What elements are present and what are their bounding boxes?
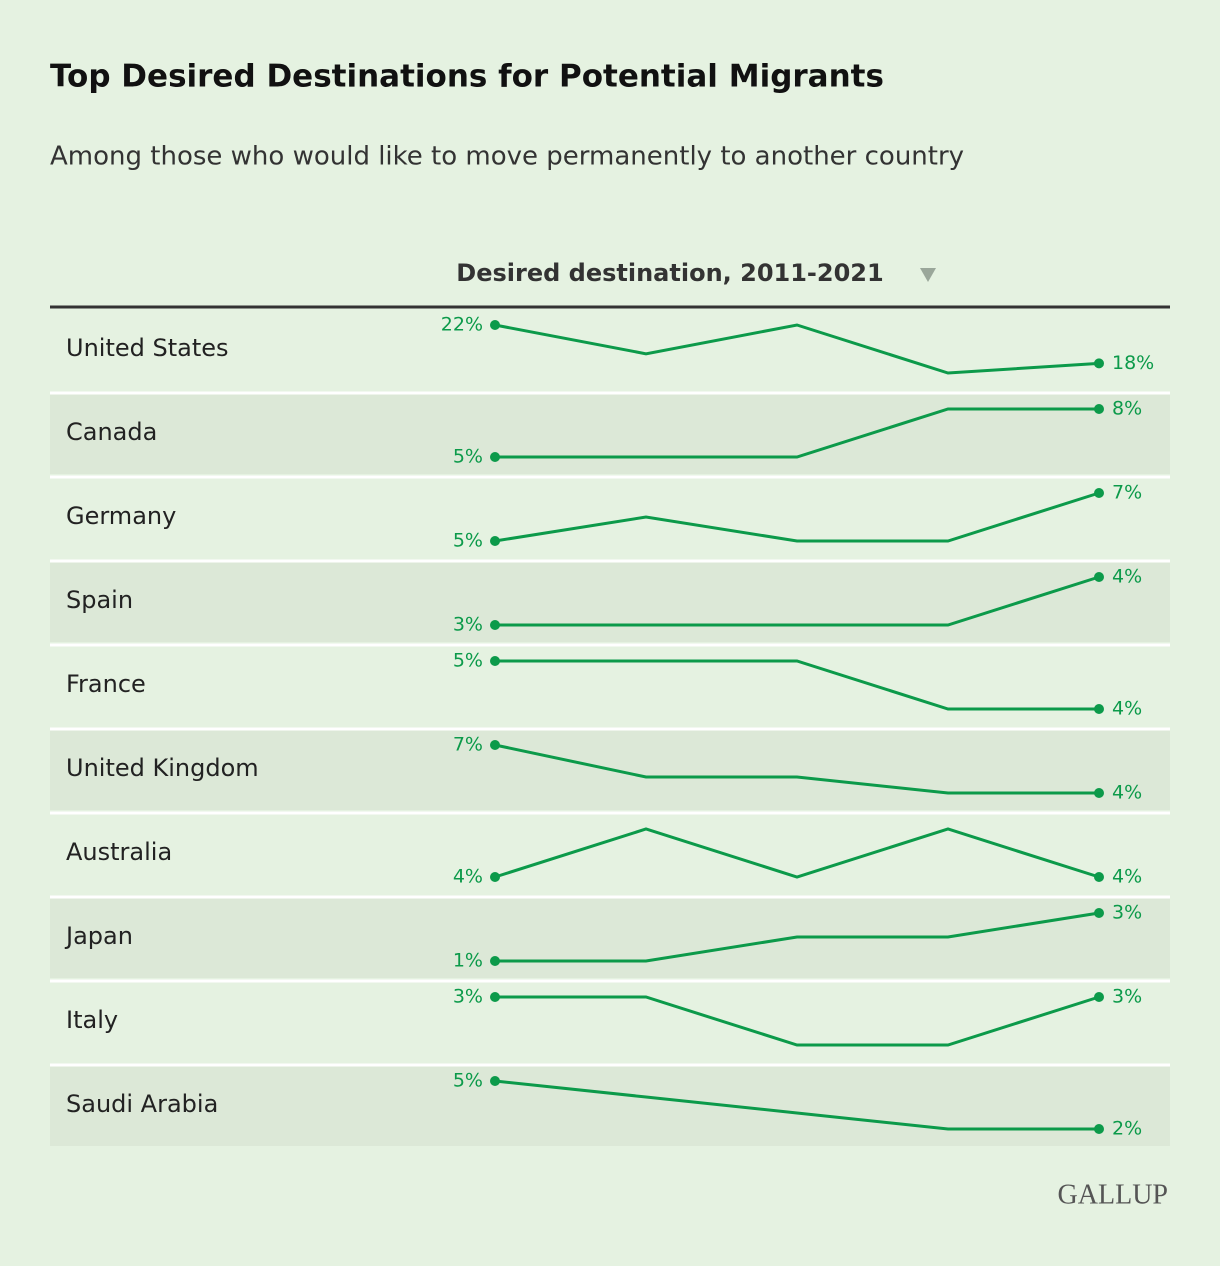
row-label: France xyxy=(66,670,146,698)
endpoint xyxy=(1094,788,1104,798)
row-label: Australia xyxy=(66,838,172,866)
endpoint xyxy=(490,956,500,966)
value-label: 4% xyxy=(1112,866,1142,888)
row-label: Italy xyxy=(66,1006,118,1034)
sparkline xyxy=(495,575,1100,627)
endpoint xyxy=(490,872,500,882)
row-label: Japan xyxy=(64,922,133,950)
endpoint xyxy=(1094,572,1104,582)
value-label: 3% xyxy=(1112,902,1142,924)
value-label: 4% xyxy=(1112,782,1142,804)
endpoint xyxy=(1094,704,1104,714)
row-label: Saudi Arabia xyxy=(66,1090,218,1118)
value-label: 2% xyxy=(1112,1118,1142,1140)
rows: United States 22% 18% Canada 5% 8% Germany 5% 7%… xyxy=(50,310,1170,1146)
endpoint xyxy=(490,740,500,750)
endpoint xyxy=(490,656,500,666)
sort-icon xyxy=(920,268,936,282)
endpoint xyxy=(1094,358,1104,369)
row-background xyxy=(50,982,1170,1062)
row-background xyxy=(50,898,1170,978)
source-logo: GALLUP xyxy=(1058,1179,1168,1210)
sparkline xyxy=(495,995,1100,1047)
sparkline xyxy=(494,743,1099,795)
value-label: 5% xyxy=(453,650,483,672)
endpoint xyxy=(1094,908,1104,918)
endpoint xyxy=(490,620,500,630)
sparkline xyxy=(495,407,1099,459)
column-header: Desired destination, 2011-2021 xyxy=(456,259,883,287)
value-label: 5% xyxy=(453,1070,483,1092)
sparkline xyxy=(494,1079,1099,1131)
value-label: 1% xyxy=(453,950,483,972)
value-label: 3% xyxy=(453,986,483,1008)
sparkline xyxy=(495,659,1099,711)
row-label: United Kingdom xyxy=(66,754,259,782)
value-label: 18% xyxy=(1112,352,1154,374)
endpoint xyxy=(1094,404,1104,414)
value-label: 7% xyxy=(1112,482,1142,504)
endpoint xyxy=(1094,488,1104,498)
row-background xyxy=(50,310,1170,390)
row-background xyxy=(50,562,1170,642)
endpoint xyxy=(490,452,500,462)
value-label: 22% xyxy=(441,314,483,336)
endpoint xyxy=(490,992,500,1002)
row-background xyxy=(50,814,1170,894)
chart-subtitle: Among those who would like to move perma… xyxy=(50,142,964,172)
sparkline xyxy=(494,827,1100,879)
row-background xyxy=(50,478,1170,558)
sparkline xyxy=(495,911,1100,963)
value-label: 8% xyxy=(1112,398,1142,420)
endpoint xyxy=(490,320,500,330)
endpoint xyxy=(490,536,500,546)
row-background xyxy=(50,646,1170,726)
row-background xyxy=(50,1066,1170,1146)
value-label: 4% xyxy=(1112,566,1142,588)
sparkline xyxy=(494,323,1100,375)
value-label: 3% xyxy=(1112,986,1142,1008)
row-label: Spain xyxy=(66,586,133,614)
value-label: 7% xyxy=(453,734,483,756)
endpoint xyxy=(1094,1124,1104,1134)
row-label: Canada xyxy=(66,418,157,446)
value-label: 3% xyxy=(453,614,483,636)
chart-title: Top Desired Destinations for Potential M… xyxy=(50,59,884,95)
row-label: Germany xyxy=(66,502,176,530)
value-label: 5% xyxy=(453,530,483,552)
endpoint xyxy=(490,1076,500,1086)
value-label: 4% xyxy=(1112,698,1142,720)
endpoint xyxy=(1094,872,1104,882)
endpoint xyxy=(1094,992,1104,1002)
row-label: United States xyxy=(66,334,229,362)
row-background xyxy=(50,394,1170,474)
value-label: 5% xyxy=(453,446,483,468)
sparkline xyxy=(494,491,1100,543)
value-label: 4% xyxy=(453,866,483,888)
